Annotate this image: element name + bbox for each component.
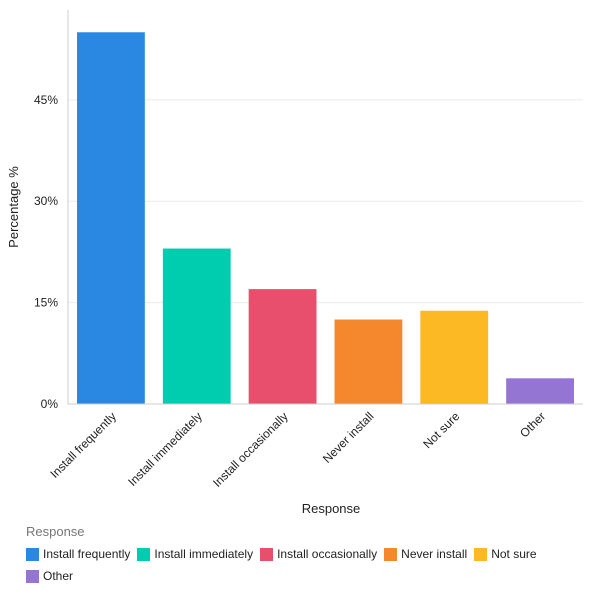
gridlines [68,99,583,304]
bar-never-install [334,319,403,404]
legend-title: Response [26,524,85,539]
legend-swatch [137,547,151,561]
x-tick-label: Install occasionally [210,409,291,490]
legend-swatch [474,547,488,561]
y-axis-title: Percentage % [6,166,21,248]
x-tick-label: Not sure [420,409,462,451]
legend-item[interactable]: Install immediately [137,546,253,562]
legend-label: Never install [401,547,468,561]
legend-label: Install frequently [43,547,131,561]
legend-item[interactable]: Never install [384,546,467,562]
legend-item[interactable]: Other [26,568,73,584]
legend-item[interactable]: Not sure [474,546,537,562]
x-tick-label: Other [517,409,548,440]
x-axis-title: Response [302,501,361,516]
legend-swatch [384,547,398,561]
legend-label: Install occasionally [277,547,378,561]
legend-label: Not sure [491,547,537,561]
legend-swatch [26,547,39,561]
bar-not-sure [420,310,489,404]
bar-install-immediately [162,248,231,404]
bars [77,32,574,404]
y-tick-label: 45% [34,93,58,107]
legend-item[interactable]: Install occasionally [260,546,377,562]
legend-swatch [260,547,274,561]
bar-install-frequently [77,32,145,404]
x-tick-label: Install frequently [47,409,119,481]
bar-install-occasionally [248,289,317,404]
y-tick-label: 30% [34,194,58,208]
y-tick-label: 0% [41,397,59,411]
legend-label: Install immediately [154,547,254,561]
legend-label: Other [43,569,74,583]
bar-other [506,378,574,404]
x-tick-label: Install immediately [125,409,205,489]
legend: Response Install frequently Install immed… [26,524,586,584]
legend-items: Install frequently Install immediately Ins… [26,546,586,584]
legend-swatch [26,569,39,583]
bar-chart: 0% 15% 30% 45% Install frequently Install imm… [6,10,583,516]
x-tick-label: Never install [320,409,377,466]
legend-item[interactable]: Install frequently [26,546,130,562]
y-tick-label: 15% [34,296,58,310]
